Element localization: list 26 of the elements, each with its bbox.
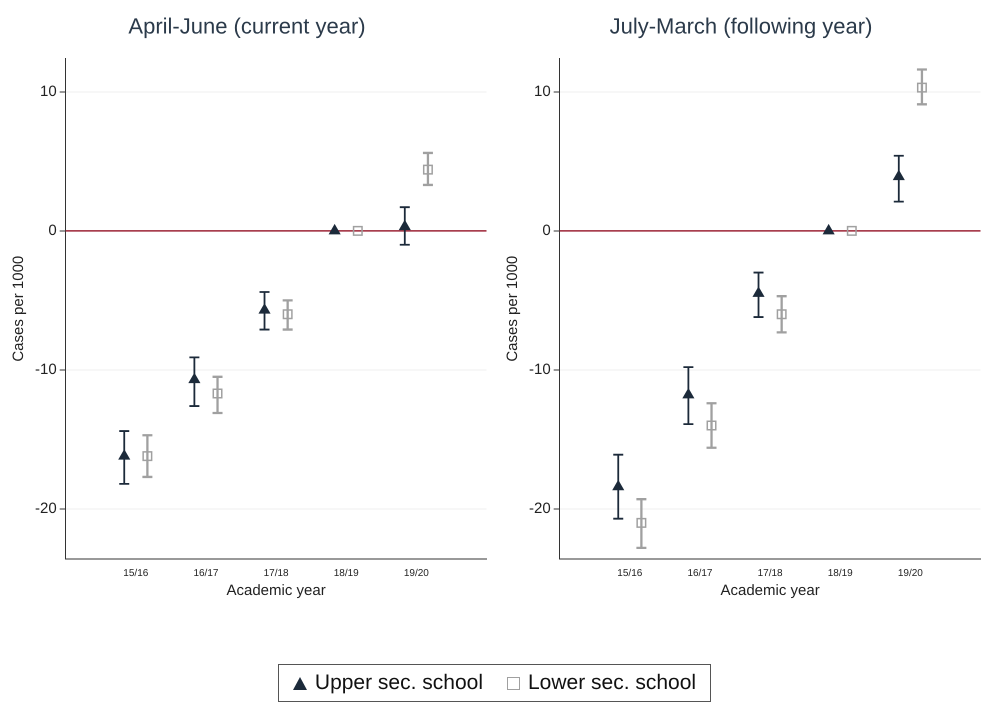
y-tick-label: 0 [542,222,551,239]
x-tick-label: 17/18 [264,568,290,579]
x-tick-label: 15/16 [617,568,643,579]
legend-label: Lower sec. school [528,671,696,695]
x-tick-label: 19/20 [404,568,430,579]
y-tick-label: -10 [528,361,551,378]
y-tick-label: -20 [528,500,551,518]
x-tick-label: 17/18 [758,568,784,579]
x-tick-label: 19/20 [898,568,924,579]
x-tick-label: 15/16 [123,568,149,579]
y-axis-title: Cases per 1000 [504,256,522,362]
y-tick-label: -10 [34,361,57,378]
x-tick-label: 18/19 [334,568,360,579]
y-tick-label: 10 [40,82,57,100]
y-tick-label: 0 [48,222,57,239]
chart-title: April-June (current year) [128,13,366,38]
x-tick-label: 18/19 [828,568,854,579]
x-axis-title: Academic year [226,582,326,600]
y-tick-label: 10 [534,82,551,100]
y-tick-label: -20 [34,500,57,518]
legend-label: Upper sec. school [314,671,483,695]
x-tick-label: 16/17 [687,568,713,579]
x-tick-label: 16/17 [193,568,219,579]
chart-title: July-March (following year) [610,13,872,38]
x-axis-title: Academic year [720,582,820,600]
y-axis-title: Cases per 1000 [10,256,28,362]
